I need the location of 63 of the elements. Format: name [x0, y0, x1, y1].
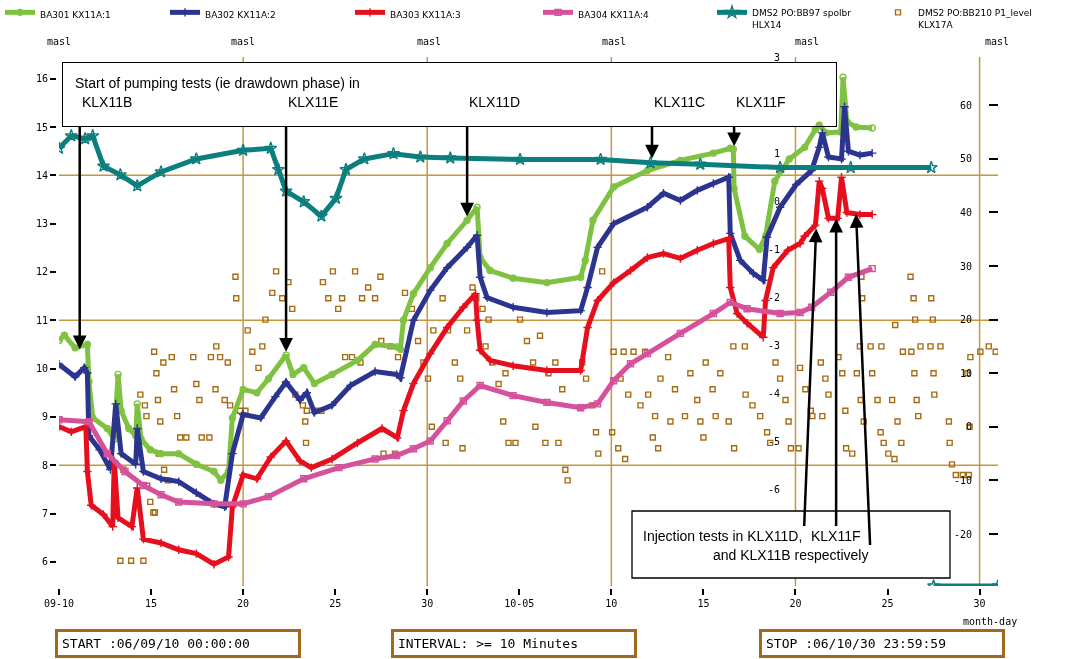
y-tick-label: 8 [41, 459, 48, 471]
legend-label: DMS2 PO:BB97 spolbr HLX14 [752, 7, 852, 30]
text: STOP :06/10/30 23:59:59 [766, 636, 947, 651]
y3-tick-label: 30 [959, 260, 972, 272]
y-axis-title: masl [47, 36, 72, 47]
text: masl [231, 36, 256, 47]
x-tick-label: 10 [605, 598, 618, 609]
legend-label: BA304 KX11A:4 [578, 10, 649, 21]
y3-tick-label: -10 [953, 474, 972, 486]
y-tick-label: 11 [35, 314, 48, 326]
y2-tick-label: -4 [767, 388, 780, 400]
y2-tick-label: -2 [767, 291, 780, 303]
x-tick-label: 25 [329, 598, 342, 609]
text: masl [417, 36, 442, 47]
annotation: KLX11C [654, 94, 706, 110]
y-tick-label: 9 [41, 411, 48, 423]
y-tick-label: 12 [35, 266, 48, 278]
text: INTERVAL: >= 10 Minutes [398, 636, 579, 651]
annotation: and KLX11B respectively [713, 547, 869, 563]
y-tick-label: 7 [41, 508, 48, 520]
y2-tick-label: -1 [767, 243, 780, 255]
y2-tick-label: -6 [767, 484, 780, 496]
x-tick-label: 15 [145, 598, 158, 609]
x-tick-label: 09-10 [43, 598, 75, 609]
x-axis-title: month-day [963, 616, 1018, 627]
y-tick-label: 16 [35, 73, 48, 85]
annotation: KLX11B [82, 94, 133, 110]
y2-axis-title: masl [795, 36, 820, 47]
y3-tick-label: 60 [959, 99, 972, 111]
y-tick-label: 14 [35, 169, 48, 181]
y2-tick-label: -5 [767, 436, 780, 448]
y3-tick-label: 40 [959, 206, 972, 218]
y-tick-label: 15 [35, 121, 48, 133]
x-tick-label: 10-05 [504, 598, 535, 609]
y-tick-label: 13 [35, 218, 48, 230]
y2-tick-label: 1 [773, 147, 780, 159]
y2-tick-label: 3 [773, 51, 780, 63]
legend-label: BA301 KX11A:1 [40, 10, 111, 21]
y2-tick-label: -3 [767, 340, 780, 352]
legend-label: DMS2 PO:BB210 P1_level KLX17A [918, 7, 1032, 30]
y3-tick-label: 50 [959, 153, 972, 165]
y3-axis-title: masl [985, 36, 1010, 47]
legend-label: BA303 KX11A:3 [390, 10, 461, 21]
x-tick-label: 20 [789, 598, 802, 609]
annotation: KLX11E [288, 94, 339, 110]
y-tick-label: 6 [41, 556, 48, 568]
x-tick-label: 15 [697, 598, 710, 609]
x-tick-label: 30 [421, 598, 434, 609]
y-tick-label: 10 [35, 363, 48, 375]
legend-label: BA302 KX11A:2 [205, 10, 276, 21]
y3-tick-label: 0 [965, 421, 972, 433]
annotation: KLX11F [736, 94, 786, 110]
x-tick-label: 20 [237, 598, 250, 609]
annotation: Injection tests in KLX11D, [643, 528, 803, 544]
x-tick-label: 25 [881, 598, 894, 609]
y3-tick-label: -20 [953, 528, 972, 540]
x-tick-label: 30 [973, 598, 986, 609]
annotation: KLX11F [811, 528, 861, 544]
text: START :06/09/10 00:00:00 [62, 636, 250, 651]
annotation: Start of pumping tests (ie drawdown phase) in [75, 75, 360, 91]
text: masl [602, 36, 627, 47]
annotation: KLX11D [469, 94, 521, 110]
y2-tick-label: 0 [773, 195, 780, 207]
